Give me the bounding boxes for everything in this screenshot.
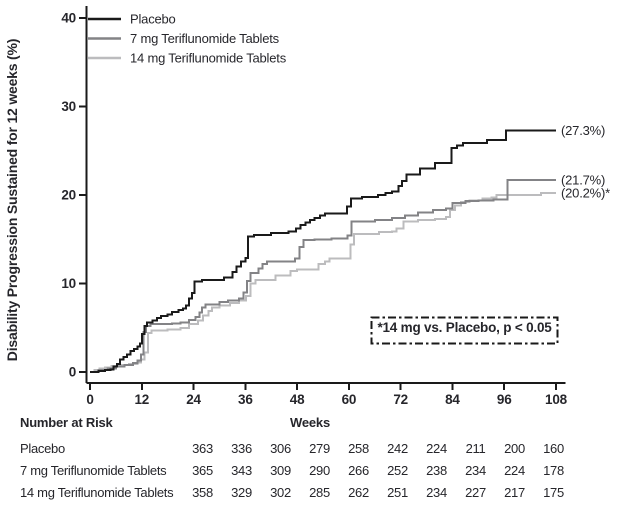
legend-label: 7 mg Teriflunomide Tablets (130, 31, 280, 46)
x-tick-label: 48 (290, 392, 305, 407)
legend-label: 14 mg Teriflunomide Tablets (130, 51, 287, 66)
risk-row-7mg: 7 mg Teriflunomide Tablets 365 343 309 290 2… (0, 463, 632, 479)
risk-value: 175 (543, 484, 564, 500)
risk-value: 266 (348, 463, 369, 478)
risk-value: 224 (504, 463, 525, 478)
risk-value: 306 (270, 441, 291, 456)
risk-value: 160 (543, 441, 564, 456)
risk-value: 343 (231, 463, 252, 478)
annotation-box-border (370, 316, 559, 345)
risk-row-label: 14 mg Teriflunomide Tablets (20, 484, 174, 500)
risk-value: 238 (426, 463, 447, 478)
annotation-box: *14 mg vs. Placebo, p < 0.05 (370, 316, 559, 345)
risk-value: 336 (231, 441, 252, 456)
y-tick-label: 0 (69, 365, 76, 380)
risk-value: 262 (348, 484, 369, 500)
risk-value: 211 (465, 441, 486, 456)
risk-value: 234 (426, 484, 447, 500)
risk-value: 285 (309, 484, 330, 500)
axes: 0 10 20 30 40 0 12 24 36 48 60 72 84 96 108 (61, 6, 568, 407)
risk-value: 363 (192, 441, 213, 456)
risk-row-values: 363 336 306 279 258 242 224 211 200 160 (183, 441, 573, 456)
risk-value: 290 (309, 463, 330, 478)
legend-label: Placebo (130, 12, 176, 27)
y-tick-label: 10 (61, 276, 76, 291)
risk-value: 302 (270, 484, 291, 500)
x-tick-label: 72 (393, 392, 408, 407)
survival-curves (90, 129, 556, 373)
x-tick-label: 60 (342, 392, 357, 407)
risk-row-values: 365 343 309 290 266 252 238 234 224 178 (183, 463, 573, 478)
risk-value: 309 (270, 463, 291, 478)
risk-value: 234 (465, 463, 486, 478)
legend: Placebo 7 mg Teriflunomide Tablets 14 mg T… (88, 12, 287, 66)
risk-value: 258 (348, 441, 369, 456)
risk-value: 279 (309, 441, 330, 456)
risk-value: 365 (192, 463, 213, 478)
y-tick-label: 40 (61, 11, 76, 26)
risk-value: 242 (387, 441, 408, 456)
risk-row-values: 358 329 302 285 262 251 234 227 217 175 (183, 485, 573, 500)
risk-row-label: 7 mg Teriflunomide Tablets (20, 463, 167, 478)
risk-row-label: Placebo (20, 441, 65, 456)
x-tick-label: 84 (445, 392, 460, 407)
risk-value: 251 (387, 484, 408, 500)
end-label: (20.2%)* (561, 186, 610, 201)
series-curve-7-mg-teriflunomide-tablets (90, 179, 556, 373)
y-axis-title: Disability Progression Sustained for 12 … (4, 39, 20, 361)
risk-table-title: Number at Risk (20, 415, 113, 430)
risk-value: 217 (504, 484, 525, 500)
y-tick-label: 30 (61, 99, 76, 114)
end-label: (21.7%) (561, 172, 605, 187)
y-tick-label: 20 (61, 188, 76, 203)
end-label: (27.3%) (561, 123, 605, 138)
disability-progression-chart: Disability Progression Sustained for 12 … (4, 6, 610, 407)
x-axis-title: Weeks (290, 415, 330, 430)
risk-row-14mg: 14 mg Teriflunomide Tablets 358 329 302 285… (0, 485, 632, 501)
x-tick-label: 24 (186, 392, 201, 407)
risk-row-placebo: Placebo 363 336 306 279 258 242 224 211 200 160 (0, 441, 632, 457)
x-tick-label: 96 (497, 392, 512, 407)
x-tick-label: 12 (134, 392, 149, 407)
x-tick-label: 36 (238, 392, 253, 407)
risk-value: 200 (504, 441, 525, 456)
series-curve-placebo (90, 129, 556, 373)
curve-end-labels: (27.3%) (21.7%)(20.2%)* (561, 123, 610, 201)
annotation-text: *14 mg vs. Placebo, p < 0.05 (377, 320, 552, 335)
x-tick-label: 0 (86, 392, 93, 407)
risk-value: 178 (543, 463, 564, 478)
risk-value: 358 (192, 484, 213, 500)
risk-value: 227 (465, 484, 486, 500)
risk-value: 224 (426, 441, 447, 456)
risk-value: 329 (231, 484, 252, 500)
risk-value: 252 (387, 463, 408, 478)
x-tick-label: 108 (545, 392, 568, 407)
